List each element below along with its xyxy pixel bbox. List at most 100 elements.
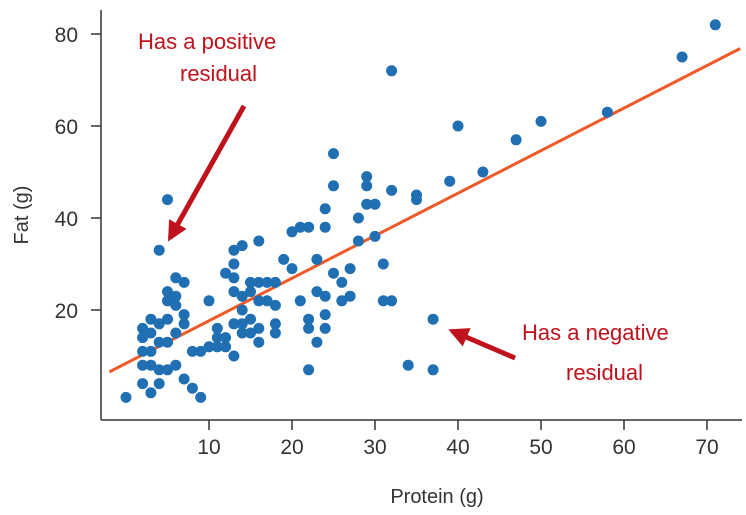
data-point (319, 309, 331, 321)
data-points (120, 19, 721, 403)
data-point (427, 364, 439, 376)
data-point (411, 189, 422, 201)
data-point (211, 322, 223, 334)
data-point (228, 318, 240, 330)
data-point (328, 267, 339, 279)
data-point (137, 322, 149, 334)
annotation-positive-line-2: residual (180, 61, 257, 86)
data-point (137, 345, 149, 357)
data-point (386, 65, 398, 77)
x-tick-label: 50 (529, 436, 552, 459)
data-point (294, 221, 306, 233)
data-point (153, 336, 165, 348)
data-point (386, 184, 398, 196)
data-point (386, 295, 398, 307)
annotation-negative-arrow (448, 328, 516, 361)
data-point (303, 313, 315, 325)
data-point (228, 244, 240, 256)
annotation-positive-line-1: Has a positive (138, 29, 276, 54)
data-point (236, 304, 248, 316)
x-tick-label: 40 (446, 436, 469, 459)
data-point (170, 327, 182, 339)
data-point (319, 203, 331, 215)
x-tick-label: 10 (197, 436, 220, 459)
data-point (145, 313, 157, 325)
data-point (228, 286, 240, 298)
data-point (319, 290, 331, 302)
data-point (261, 276, 273, 288)
data-point (311, 336, 323, 348)
data-point (170, 359, 182, 371)
data-point (336, 295, 348, 307)
data-point (336, 276, 348, 288)
data-point (676, 51, 688, 63)
data-point (253, 295, 265, 307)
data-point (178, 309, 190, 321)
data-point (427, 313, 439, 325)
data-point (203, 341, 215, 353)
data-point (709, 19, 721, 31)
data-point (220, 267, 232, 279)
data-point (510, 134, 522, 146)
data-point (186, 382, 198, 394)
x-axis-ticks: 10 20 30 40 50 60 70 (197, 420, 719, 459)
data-point (601, 106, 613, 118)
data-point (253, 322, 265, 334)
data-point (245, 313, 256, 325)
data-point (253, 235, 265, 247)
data-point (452, 120, 464, 132)
data-point (120, 391, 132, 403)
y-axis-label: Fat (g) (11, 186, 33, 245)
data-point (477, 166, 489, 178)
data-point (303, 221, 315, 233)
data-point (162, 336, 173, 348)
annotation-positive-arrow (167, 104, 247, 242)
data-point (162, 313, 173, 325)
data-point (170, 290, 182, 302)
data-point (137, 378, 149, 390)
data-point (245, 276, 256, 288)
data-point (269, 327, 281, 339)
y-tick-label: 60 (55, 116, 78, 139)
data-point (444, 175, 456, 187)
data-point (286, 226, 298, 238)
data-point (195, 345, 207, 357)
x-tick-label: 70 (695, 436, 718, 459)
data-point (269, 318, 281, 330)
data-point (211, 341, 223, 353)
data-point (137, 332, 149, 344)
data-point (145, 359, 157, 371)
data-point (369, 230, 381, 242)
data-point (269, 276, 281, 288)
data-point (261, 295, 273, 307)
data-point (203, 295, 215, 307)
data-point (361, 180, 373, 192)
x-tick-label: 20 (280, 436, 303, 459)
data-point (162, 364, 173, 376)
data-point (220, 341, 232, 353)
annotation-negative-line-1: Has a negative (522, 320, 669, 345)
data-point (344, 290, 356, 302)
data-point (245, 286, 256, 298)
data-point (253, 276, 265, 288)
data-point (236, 327, 248, 339)
data-point (178, 318, 190, 330)
data-point (153, 364, 165, 376)
data-point (286, 263, 298, 275)
axes (100, 10, 742, 421)
annotation-positive-residual: Has a positive residual (138, 29, 276, 242)
y-tick-label: 20 (55, 300, 78, 323)
y-axis-ticks: 20 40 60 80 (55, 24, 101, 323)
data-point (319, 322, 331, 334)
data-point (361, 198, 373, 210)
data-point (153, 318, 165, 330)
x-axis-label: Protein (g) (390, 486, 483, 508)
x-tick-label: 30 (363, 436, 386, 459)
data-point (228, 258, 240, 270)
y-tick-label: 80 (55, 24, 78, 47)
data-point (253, 336, 265, 348)
data-point (220, 332, 232, 344)
data-point (137, 359, 149, 371)
data-point (303, 322, 315, 334)
